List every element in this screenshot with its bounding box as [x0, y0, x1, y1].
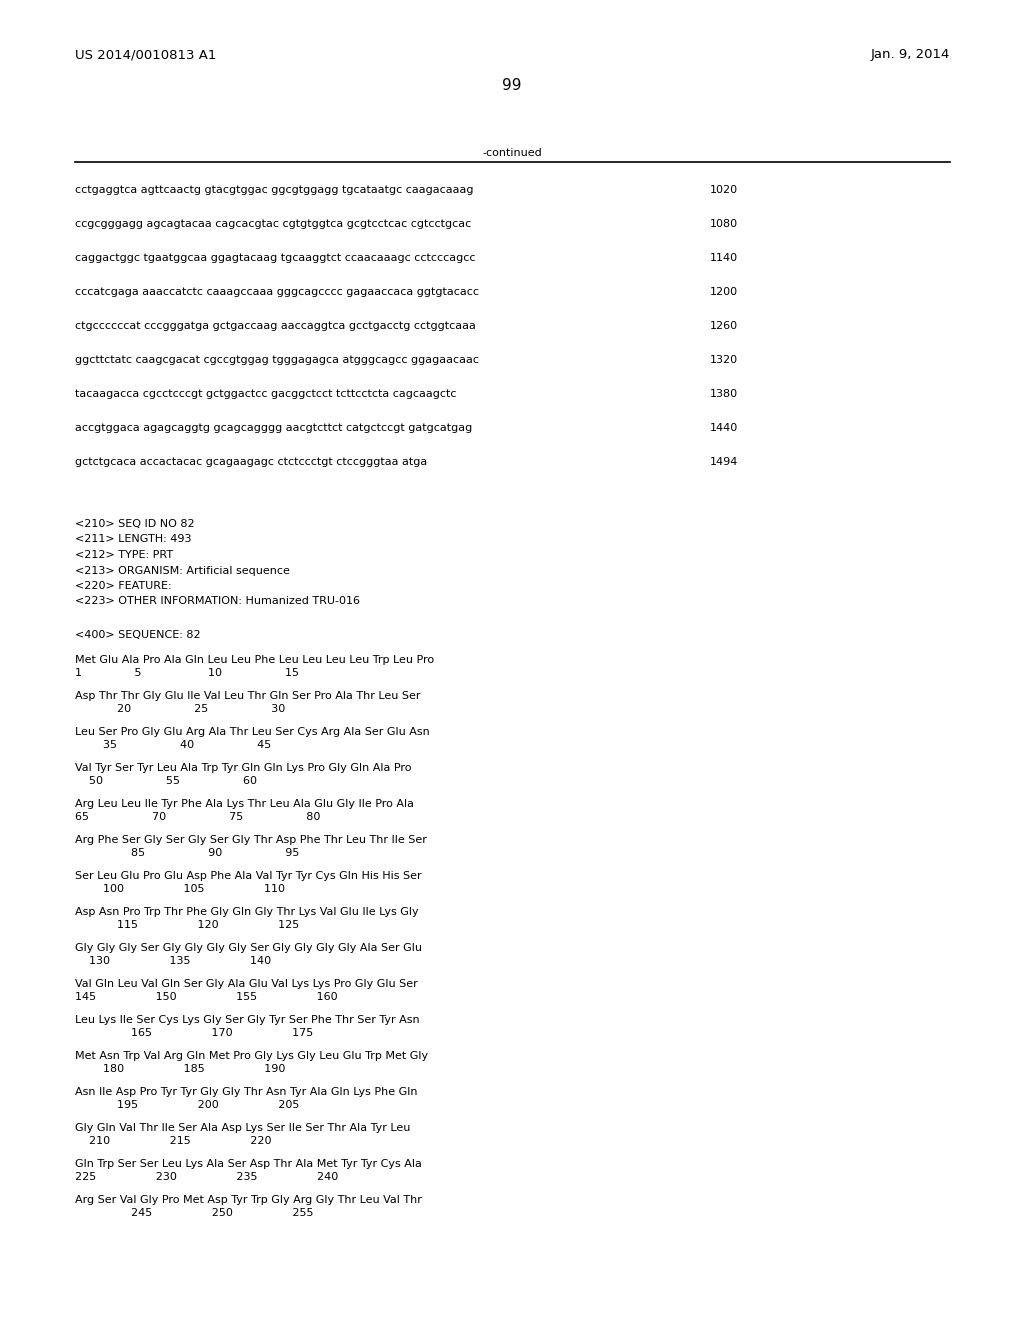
Text: 35                  40                  45: 35 40 45: [75, 741, 271, 750]
Text: 210                 215                 220: 210 215 220: [75, 1137, 271, 1146]
Text: gctctgcaca accactacac gcagaagagc ctctccctgt ctccgggtaa atga: gctctgcaca accactacac gcagaagagc ctctccc…: [75, 457, 427, 467]
Text: 1320: 1320: [710, 355, 738, 366]
Text: Arg Ser Val Gly Pro Met Asp Tyr Trp Gly Arg Gly Thr Leu Val Thr: Arg Ser Val Gly Pro Met Asp Tyr Trp Gly …: [75, 1195, 422, 1205]
Text: 165                 170                 175: 165 170 175: [75, 1028, 313, 1038]
Text: 20                  25                  30: 20 25 30: [75, 704, 286, 714]
Text: 1080: 1080: [710, 219, 738, 228]
Text: Gly Gln Val Thr Ile Ser Ala Asp Lys Ser Ile Ser Thr Ala Tyr Leu: Gly Gln Val Thr Ile Ser Ala Asp Lys Ser …: [75, 1123, 411, 1133]
Text: <211> LENGTH: 493: <211> LENGTH: 493: [75, 535, 191, 544]
Text: 100                 105                 110: 100 105 110: [75, 884, 285, 894]
Text: 1020: 1020: [710, 185, 738, 195]
Text: 130                 135                 140: 130 135 140: [75, 956, 271, 966]
Text: Met Glu Ala Pro Ala Gln Leu Leu Phe Leu Leu Leu Leu Trp Leu Pro: Met Glu Ala Pro Ala Gln Leu Leu Phe Leu …: [75, 655, 434, 665]
Text: 225                 230                 235                 240: 225 230 235 240: [75, 1172, 338, 1181]
Text: Val Tyr Ser Tyr Leu Ala Trp Tyr Gln Gln Lys Pro Gly Gln Ala Pro: Val Tyr Ser Tyr Leu Ala Trp Tyr Gln Gln …: [75, 763, 412, 774]
Text: ggcttctatc caagcgacat cgccgtggag tgggagagca atgggcagcc ggagaacaac: ggcttctatc caagcgacat cgccgtggag tgggaga…: [75, 355, 479, 366]
Text: 145                 150                 155                 160: 145 150 155 160: [75, 993, 338, 1002]
Text: 1494: 1494: [710, 457, 738, 467]
Text: 195                 200                 205: 195 200 205: [75, 1100, 299, 1110]
Text: Met Asn Trp Val Arg Gln Met Pro Gly Lys Gly Leu Glu Trp Met Gly: Met Asn Trp Val Arg Gln Met Pro Gly Lys …: [75, 1051, 428, 1061]
Text: Arg Phe Ser Gly Ser Gly Ser Gly Thr Asp Phe Thr Leu Thr Ile Ser: Arg Phe Ser Gly Ser Gly Ser Gly Thr Asp …: [75, 836, 427, 845]
Text: 1260: 1260: [710, 321, 738, 331]
Text: <400> SEQUENCE: 82: <400> SEQUENCE: 82: [75, 630, 201, 640]
Text: Leu Ser Pro Gly Glu Arg Ala Thr Leu Ser Cys Arg Ala Ser Glu Asn: Leu Ser Pro Gly Glu Arg Ala Thr Leu Ser …: [75, 727, 430, 737]
Text: Gly Gly Gly Ser Gly Gly Gly Gly Ser Gly Gly Gly Gly Ala Ser Glu: Gly Gly Gly Ser Gly Gly Gly Gly Ser Gly …: [75, 942, 422, 953]
Text: <212> TYPE: PRT: <212> TYPE: PRT: [75, 550, 173, 560]
Text: tacaagacca cgcctcccgt gctggactcc gacggctcct tcttcctcta cagcaagctc: tacaagacca cgcctcccgt gctggactcc gacggct…: [75, 389, 457, 399]
Text: Val Gln Leu Val Gln Ser Gly Ala Glu Val Lys Lys Pro Gly Glu Ser: Val Gln Leu Val Gln Ser Gly Ala Glu Val …: [75, 979, 418, 989]
Text: accgtggaca agagcaggtg gcagcagggg aacgtcttct catgctccgt gatgcatgag: accgtggaca agagcaggtg gcagcagggg aacgtct…: [75, 422, 472, 433]
Text: Arg Leu Leu Ile Tyr Phe Ala Lys Thr Leu Ala Glu Gly Ile Pro Ala: Arg Leu Leu Ile Tyr Phe Ala Lys Thr Leu …: [75, 799, 414, 809]
Text: 65                  70                  75                  80: 65 70 75 80: [75, 812, 321, 822]
Text: cccatcgaga aaaccatctc caaagccaaa gggcagcccc gagaaccaca ggtgtacacc: cccatcgaga aaaccatctc caaagccaaa gggcagc…: [75, 286, 479, 297]
Text: caggactggc tgaatggcaa ggagtacaag tgcaaggtct ccaacaaagc cctcccagcc: caggactggc tgaatggcaa ggagtacaag tgcaagg…: [75, 253, 475, 263]
Text: 115                 120                 125: 115 120 125: [75, 920, 299, 931]
Text: Ser Leu Glu Pro Glu Asp Phe Ala Val Tyr Tyr Cys Gln His His Ser: Ser Leu Glu Pro Glu Asp Phe Ala Val Tyr …: [75, 871, 422, 880]
Text: 1440: 1440: [710, 422, 738, 433]
Text: US 2014/0010813 A1: US 2014/0010813 A1: [75, 48, 216, 61]
Text: <213> ORGANISM: Artificial sequence: <213> ORGANISM: Artificial sequence: [75, 565, 290, 576]
Text: 1380: 1380: [710, 389, 738, 399]
Text: <210> SEQ ID NO 82: <210> SEQ ID NO 82: [75, 519, 195, 529]
Text: <223> OTHER INFORMATION: Humanized TRU-016: <223> OTHER INFORMATION: Humanized TRU-0…: [75, 597, 360, 606]
Text: 85                  90                  95: 85 90 95: [75, 847, 299, 858]
Text: Leu Lys Ile Ser Cys Lys Gly Ser Gly Tyr Ser Phe Thr Ser Tyr Asn: Leu Lys Ile Ser Cys Lys Gly Ser Gly Tyr …: [75, 1015, 420, 1026]
Text: 99: 99: [502, 78, 522, 92]
Text: Asp Thr Thr Gly Glu Ile Val Leu Thr Gln Ser Pro Ala Thr Leu Ser: Asp Thr Thr Gly Glu Ile Val Leu Thr Gln …: [75, 690, 421, 701]
Text: 50                  55                  60: 50 55 60: [75, 776, 257, 785]
Text: 1               5                   10                  15: 1 5 10 15: [75, 668, 299, 678]
Text: 1200: 1200: [710, 286, 738, 297]
Text: Jan. 9, 2014: Jan. 9, 2014: [870, 48, 950, 61]
Text: ccgcgggagg agcagtacaa cagcacgtac cgtgtggtca gcgtcctcac cgtcctgcac: ccgcgggagg agcagtacaa cagcacgtac cgtgtgg…: [75, 219, 471, 228]
Text: ctgccccccat cccgggatga gctgaccaag aaccaggtca gcctgacctg cctggtcaaa: ctgccccccat cccgggatga gctgaccaag aaccag…: [75, 321, 476, 331]
Text: 180                 185                 190: 180 185 190: [75, 1064, 286, 1074]
Text: -continued: -continued: [482, 148, 542, 158]
Text: Gln Trp Ser Ser Leu Lys Ala Ser Asp Thr Ala Met Tyr Tyr Cys Ala: Gln Trp Ser Ser Leu Lys Ala Ser Asp Thr …: [75, 1159, 422, 1170]
Text: 1140: 1140: [710, 253, 738, 263]
Text: <220> FEATURE:: <220> FEATURE:: [75, 581, 172, 591]
Text: 245                 250                 255: 245 250 255: [75, 1208, 313, 1218]
Text: cctgaggtca agttcaactg gtacgtggac ggcgtggagg tgcataatgc caagacaaag: cctgaggtca agttcaactg gtacgtggac ggcgtgg…: [75, 185, 473, 195]
Text: Asn Ile Asp Pro Tyr Tyr Gly Gly Thr Asn Tyr Ala Gln Lys Phe Gln: Asn Ile Asp Pro Tyr Tyr Gly Gly Thr Asn …: [75, 1086, 418, 1097]
Text: Asp Asn Pro Trp Thr Phe Gly Gln Gly Thr Lys Val Glu Ile Lys Gly: Asp Asn Pro Trp Thr Phe Gly Gln Gly Thr …: [75, 907, 419, 917]
